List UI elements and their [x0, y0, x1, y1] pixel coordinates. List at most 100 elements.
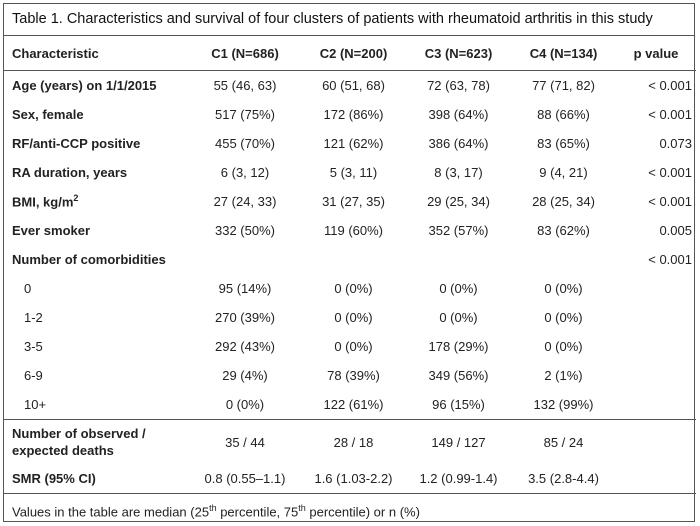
cell-c4: 3.5 (2.8-4.4) [511, 464, 616, 494]
cell-p-value [616, 361, 696, 390]
cell-p-value [616, 274, 696, 303]
cell-c4: 83 (65%) [537, 136, 590, 151]
cell-c1 [189, 245, 301, 274]
cell-c2: 172 (86%) [323, 107, 384, 122]
cell-c1: 27 (24, 33) [213, 194, 277, 209]
cell-c1: 332 (50%) [215, 223, 275, 238]
header-row: Characteristic C1 (N=686) C2 (N=200) C3 … [4, 36, 696, 71]
row-label: 3-5 [24, 339, 43, 354]
row-label: Ever smoker [12, 223, 91, 238]
header-c4: C4 (N=134) [511, 36, 616, 71]
row-label: Sex, female [12, 107, 84, 122]
row-label: 0 [24, 281, 32, 296]
table-row: 3-5 292 (43%) 0 (0%) 178 (29%) 0 (0%) [4, 332, 696, 361]
row-label: BMI, kg/m2 [4, 187, 189, 216]
cell-c3: 0 (0%) [439, 310, 478, 325]
characteristics-table: Characteristic C1 (N=686) C2 (N=200) C3 … [4, 36, 696, 494]
cell-c4: 2 (1%) [544, 368, 583, 383]
cell-c4: 88 (66%) [537, 107, 590, 122]
cell-c4: 132 (99%) [533, 397, 594, 412]
cell-c3: 96 (15%) [432, 397, 485, 412]
row-label: RF/anti-CCP positive [12, 136, 141, 151]
cell-c1: 517 (75%) [215, 107, 275, 122]
header-c2: C2 (N=200) [301, 36, 406, 71]
cell-c2: 121 (62%) [323, 136, 384, 151]
table-row: Ever smoker 332 (50%) 119 (60%) 352 (57%… [4, 216, 696, 245]
cell-c2: 31 (27, 35) [322, 194, 385, 209]
cell-c4: 85 / 24 [511, 419, 616, 464]
footnote-part2: percentile, 75 [216, 504, 299, 520]
cell-c1: 270 (39%) [215, 310, 275, 325]
cell-p-value: < 0.001 [648, 252, 692, 267]
cell-p-value: 0.005 [659, 223, 692, 238]
cell-c3: 29 (25, 34) [427, 194, 490, 209]
cell-c3: 72 (63, 78) [427, 78, 490, 93]
cell-p-value: 0.073 [659, 136, 692, 151]
cell-c1: 455 (70%) [215, 136, 275, 151]
table-row: RA duration, years 6 (3, 12) 5 (3, 11) 8… [4, 158, 696, 187]
table-caption: Table 1. Characteristics and survival of… [4, 4, 694, 36]
cell-c4: 83 (62%) [537, 223, 590, 238]
cell-c3: 0 (0%) [439, 281, 478, 296]
table-row: RF/anti-CCP positive 455 (70%) 121 (62%)… [4, 129, 696, 158]
footnote-part3: percentile) or n (%) [305, 504, 420, 520]
cell-c3: 149 / 127 [406, 419, 511, 464]
row-label-line2: expected deaths [12, 443, 114, 458]
cell-c1: 6 (3, 12) [220, 165, 270, 180]
cell-p-value [616, 303, 696, 332]
cell-p-value [616, 390, 696, 420]
row-label: 6-9 [24, 368, 43, 383]
cell-c4: 28 (25, 34) [532, 194, 595, 209]
cell-c3: 352 (57%) [428, 223, 489, 238]
row-label: 10+ [24, 397, 47, 412]
cell-c2: 60 (51, 68) [322, 78, 385, 93]
table-row: Number of comorbidities < 0.001 [4, 245, 696, 274]
footnote-sup1: th [209, 503, 217, 513]
row-label: Number of observed / expected deaths [4, 419, 189, 464]
cell-c1: 292 (43%) [215, 339, 275, 354]
row-label-text: BMI, kg/m [12, 194, 74, 210]
cell-p-value: < 0.001 [648, 165, 692, 180]
cell-c1: 35 / 44 [189, 419, 301, 464]
cell-c2: 28 / 18 [301, 419, 406, 464]
cell-c1: 0.8 (0.55–1.1) [189, 464, 301, 494]
footnote-sup2: th [298, 503, 306, 513]
cell-c3: 8 (3, 17) [434, 165, 483, 180]
cell-c1: 29 (4%) [222, 368, 268, 383]
table-row: 10+ 0 (0%) 122 (61%) 96 (15%) 132 (99%) [4, 390, 696, 420]
table-row: SMR (95% CI) 0.8 (0.55–1.1) 1.6 (1.03-2.… [4, 464, 696, 494]
cell-c4: 77 (71, 82) [532, 78, 595, 93]
cell-c3: 386 (64%) [428, 136, 489, 151]
header-p-value: p value [616, 36, 696, 71]
table-row: Age (years) on 1/1/2015 55 (46, 63) 60 (… [4, 71, 696, 101]
cell-c2: 0 (0%) [334, 310, 373, 325]
cell-c2: 119 (60%) [323, 223, 383, 238]
table-row: 0 95 (14%) 0 (0%) 0 (0%) 0 (0%) [4, 274, 696, 303]
cell-c4: 0 (0%) [544, 339, 583, 354]
cell-c2: 1.6 (1.03-2.2) [301, 464, 406, 494]
cell-c2: 5 (3, 11) [329, 165, 378, 180]
cell-c4 [511, 245, 616, 274]
cell-c2: 0 (0%) [334, 281, 373, 296]
cell-c2 [301, 245, 406, 274]
row-label: 1-2 [24, 310, 43, 325]
row-label-superscript: 2 [73, 193, 79, 204]
cell-p-value [616, 332, 696, 361]
cell-c1: 95 (14%) [218, 281, 272, 296]
row-label: RA duration, years [12, 165, 128, 180]
header-c3: C3 (N=623) [406, 36, 511, 71]
cell-c1: 0 (0%) [225, 397, 265, 412]
cell-p-value [616, 419, 696, 464]
row-label: SMR (95% CI) [4, 464, 189, 494]
cell-c3: 349 (56%) [428, 368, 489, 383]
cell-p-value: < 0.001 [648, 78, 692, 93]
table-row: Sex, female 517 (75%) 172 (86%) 398 (64%… [4, 100, 696, 129]
footnote-part1: Values in the table are median (25 [12, 504, 210, 520]
table-row: 1-2 270 (39%) 0 (0%) 0 (0%) 0 (0%) [4, 303, 696, 332]
row-label-line1: Number of observed / [12, 426, 146, 441]
table-frame: Table 1. Characteristics and survival of… [3, 3, 696, 522]
cell-c2: 78 (39%) [327, 368, 380, 383]
cell-c4: 0 (0%) [544, 281, 583, 296]
cell-p-value [616, 464, 696, 494]
cell-c1: 55 (46, 63) [213, 78, 277, 93]
